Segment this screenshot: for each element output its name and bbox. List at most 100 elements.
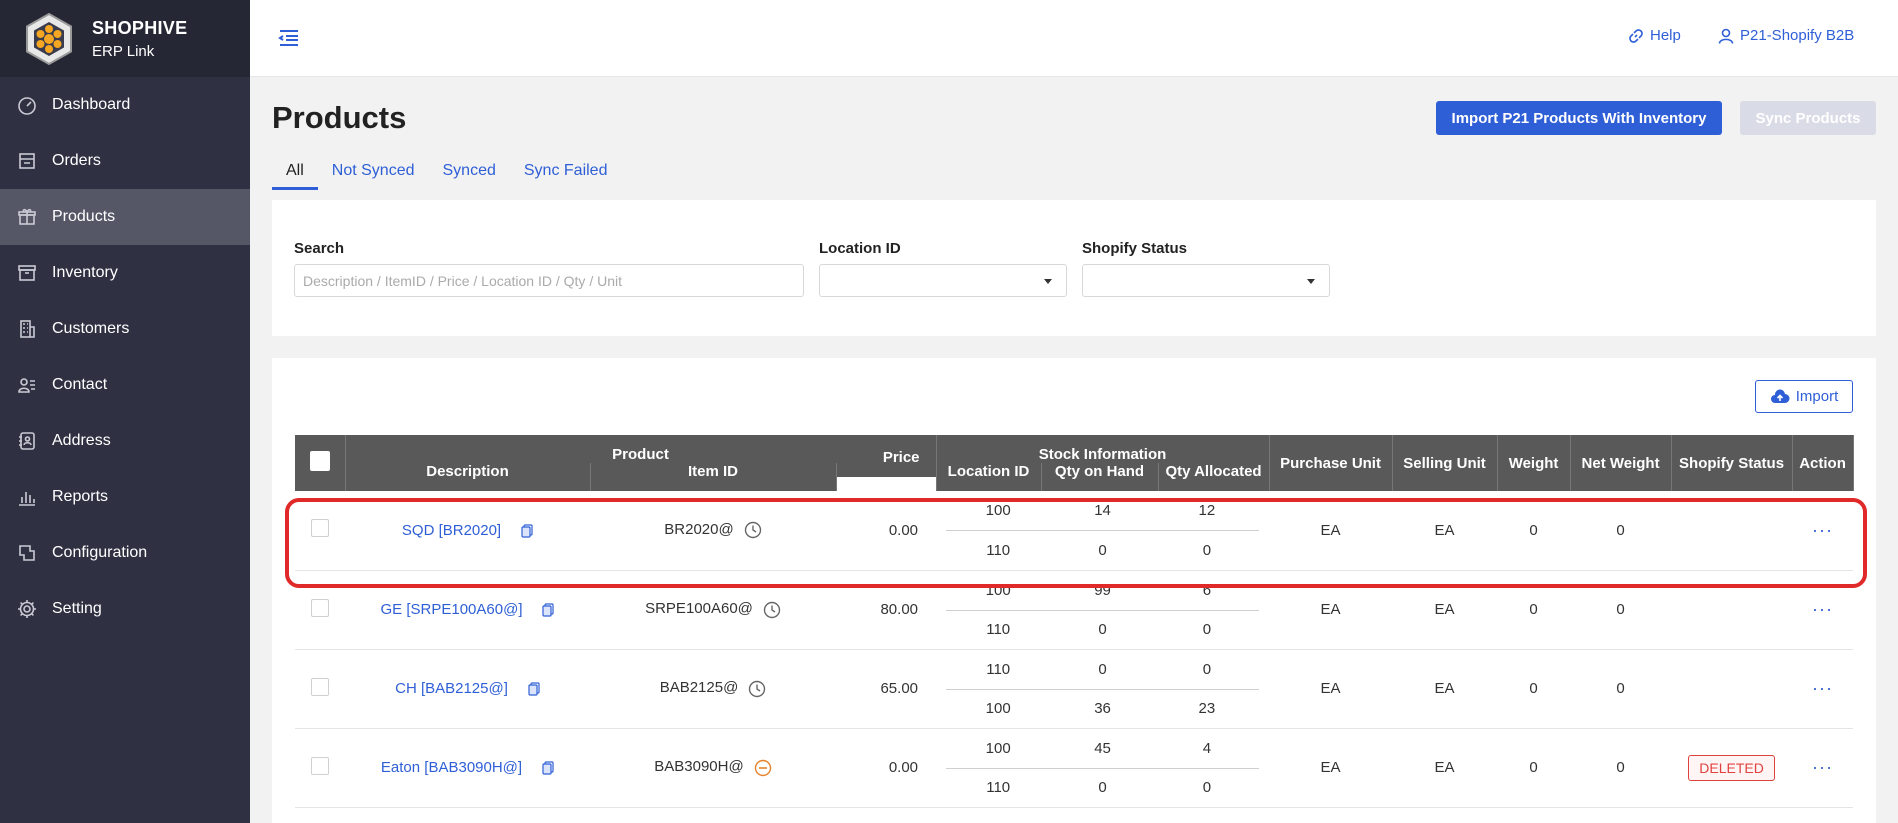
copy-icon[interactable] <box>542 761 554 775</box>
product-link[interactable]: CH [BAB2125@] <box>395 680 508 697</box>
description-cell: Eaton [BAB3090H@] <box>345 728 590 808</box>
sidebar-item-inventory[interactable]: Inventory <box>0 245 250 301</box>
location-id: 100 <box>985 581 1011 599</box>
qty-allocated: 23 <box>1198 700 1216 717</box>
sidebar-item-address[interactable]: Address <box>0 413 250 469</box>
more-actions-icon[interactable]: ··· <box>1812 599 1834 619</box>
sidebar-item-products[interactable]: Products <box>0 189 250 245</box>
action-cell: ··· <box>1792 649 1854 729</box>
selling-unit-cell: EA <box>1392 491 1498 571</box>
table-row: SQD [BR2020] BR2020@ 0.00 100 14 12 110 0 0 … <box>295 491 1854 571</box>
header-stock-information: Stock Information <box>936 435 1270 463</box>
row-checkbox[interactable] <box>311 756 329 775</box>
header-weight: Weight <box>1497 435 1571 491</box>
import-button[interactable]: Import <box>1755 380 1853 413</box>
sidebar-item-reports[interactable]: Reports <box>0 469 250 525</box>
sidebar-item-orders[interactable]: Orders <box>0 133 250 189</box>
location-id-label: Location ID <box>819 240 901 257</box>
table-row: CH [BAB2125@] BAB2125@ 65.00 110 0 0 100 36… <box>295 649 1854 729</box>
sync-products-button[interactable]: Sync Products <box>1740 101 1876 135</box>
sidebar-item-dashboard[interactable]: Dashboard <box>0 77 250 133</box>
sidebar-item-setting[interactable]: Setting <box>0 581 250 637</box>
description-cell: SQD [BR2020] <box>345 491 590 571</box>
header-qty-on-hand: Qty on Hand <box>1041 463 1159 491</box>
search-input[interactable]: Description / ItemID / Price / Location … <box>294 264 804 297</box>
row-checkbox[interactable] <box>311 598 329 617</box>
qty-on-hand: 99 <box>1094 581 1111 599</box>
product-link[interactable]: Eaton [BAB3090H@] <box>380 759 523 776</box>
sidebar-item-label: Configuration <box>52 544 148 561</box>
user-name: P21-Shopify B2B <box>1740 27 1855 44</box>
price-cell: 0.00 <box>836 491 937 571</box>
shopify-status-select[interactable] <box>1082 264 1330 297</box>
contact-icon <box>16 374 38 396</box>
selling-unit-cell: EA <box>1392 728 1498 808</box>
config-icon <box>16 542 38 564</box>
stock-cell: 100 14 12 110 0 0 <box>936 491 1270 571</box>
product-link[interactable]: SQD [BR2020] <box>401 521 502 539</box>
sidebar-item-label: Setting <box>52 600 102 617</box>
user-menu[interactable]: P21-Shopify B2B <box>1718 27 1854 44</box>
tab-all[interactable]: All <box>272 160 318 190</box>
location-id-select[interactable] <box>819 264 1067 297</box>
row-checkbox[interactable] <box>311 519 329 538</box>
location-id: 110 <box>986 621 1011 638</box>
select-all-checkbox[interactable] <box>309 451 330 471</box>
shopify-status-label: Shopify Status <box>1082 240 1188 257</box>
purchase-unit-cell: EA <box>1269 728 1393 808</box>
header-item-id: Item ID <box>590 463 837 491</box>
help-link[interactable]: Help <box>1628 27 1681 44</box>
more-actions-icon[interactable]: ··· <box>1812 519 1834 540</box>
table-row: GE [SRPE100A60@] SRPE100A60@ 80.00 100 99… <box>295 570 1854 650</box>
tab-synced[interactable]: Synced <box>442 162 496 179</box>
user-icon <box>1718 28 1734 44</box>
clock-icon <box>749 680 766 697</box>
qty-allocated: 0 <box>1202 621 1212 638</box>
item-id: SRPE100A60@ <box>645 600 753 618</box>
table-row: Eaton [BAB3090H@] BAB3090H@ 0.00 100 45 4 … <box>295 728 1854 808</box>
sidebar-item-label: Contact <box>52 376 108 393</box>
weight-cell: 0 <box>1497 728 1571 808</box>
weight-cell: 0 <box>1497 570 1571 650</box>
product-link[interactable]: GE [SRPE100A60@] <box>380 601 523 618</box>
collapse-menu-icon[interactable] <box>278 27 300 49</box>
more-actions-icon[interactable]: ··· <box>1812 678 1834 698</box>
gift-icon <box>16 206 38 228</box>
more-actions-icon[interactable]: ··· <box>1812 757 1834 777</box>
building-icon <box>16 318 38 340</box>
qty-allocated: 0 <box>1202 660 1212 678</box>
copy-icon[interactable] <box>542 603 555 617</box>
copy-icon[interactable] <box>528 682 540 696</box>
page-title: Products <box>272 100 407 135</box>
selling-unit-cell: EA <box>1392 570 1498 650</box>
brand[interactable]: SHOPHIVE ERP Link <box>0 0 250 77</box>
minus-circle-icon <box>754 759 771 776</box>
filter-card: Search Description / ItemID / Price / Lo… <box>272 200 1876 336</box>
import-p21-products-button[interactable]: Import P21 Products With Inventory <box>1436 101 1722 135</box>
description-cell: GE [SRPE100A60@] <box>345 570 590 650</box>
row-checkbox[interactable] <box>311 677 329 696</box>
header-selling-unit: Selling Unit <box>1392 435 1498 491</box>
sidebar-item-configuration[interactable]: Configuration <box>0 525 250 581</box>
orders-icon <box>16 150 38 172</box>
tab-sync-failed[interactable]: Sync Failed <box>523 162 608 179</box>
sidebar-item-label: Orders <box>52 152 101 169</box>
stock-cell: 100 99 6 110 0 0 <box>936 570 1270 650</box>
action-cell: ··· <box>1792 728 1854 808</box>
qty-allocated: 12 <box>1198 502 1216 520</box>
tab-not-synced[interactable]: Not Synced <box>331 162 415 179</box>
sidebar-item-customers[interactable]: Customers <box>0 301 250 357</box>
net-weight-cell: 0 <box>1570 649 1672 729</box>
stock-cell: 100 45 4 110 0 0 <box>936 728 1270 808</box>
copy-icon[interactable] <box>521 524 533 538</box>
products-table-card: Import Product Stock Information Purchas… <box>272 358 1876 823</box>
location-id: 110 <box>986 660 1011 678</box>
price-cell: 80.00 <box>836 570 937 650</box>
selling-unit-cell: EA <box>1392 649 1498 729</box>
link-icon <box>1629 28 1643 43</box>
sidebar-item-contact[interactable]: Contact <box>0 357 250 413</box>
bar-chart-icon <box>16 486 38 508</box>
location-id: 110 <box>986 779 1011 796</box>
address-book-icon <box>16 430 38 452</box>
description-cell: CH [BAB2125@] <box>345 649 590 729</box>
